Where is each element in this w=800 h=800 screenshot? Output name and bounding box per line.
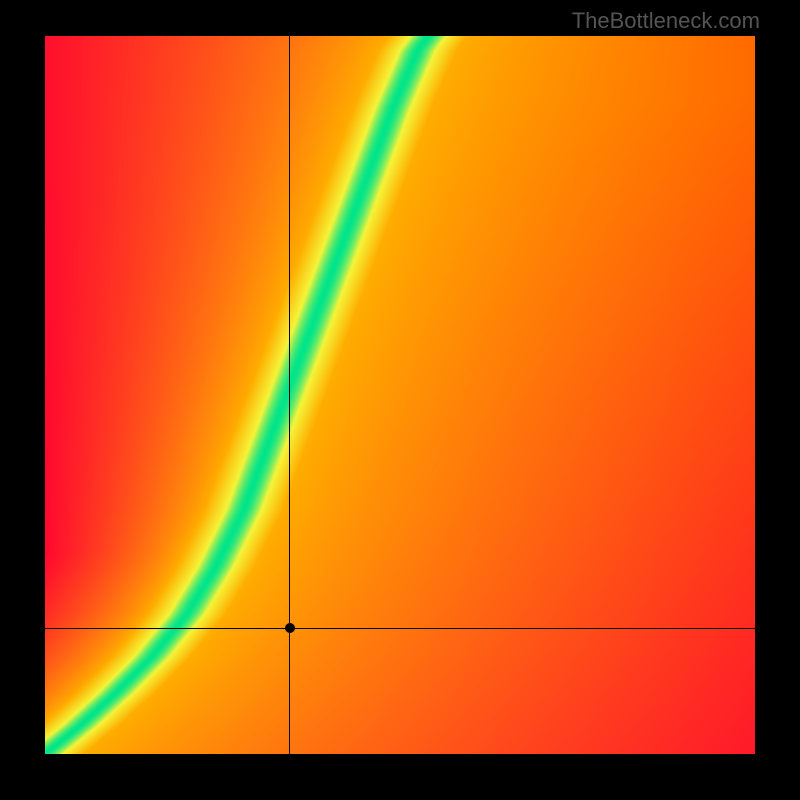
- heatmap-canvas: [45, 36, 755, 754]
- crosshair-vertical: [289, 36, 290, 754]
- crosshair-horizontal: [45, 628, 755, 629]
- watermark-text: TheBottleneck.com: [572, 8, 760, 34]
- heatmap-plot: [45, 36, 755, 754]
- crosshair-marker: [285, 623, 295, 633]
- chart-container: TheBottleneck.com: [0, 0, 800, 800]
